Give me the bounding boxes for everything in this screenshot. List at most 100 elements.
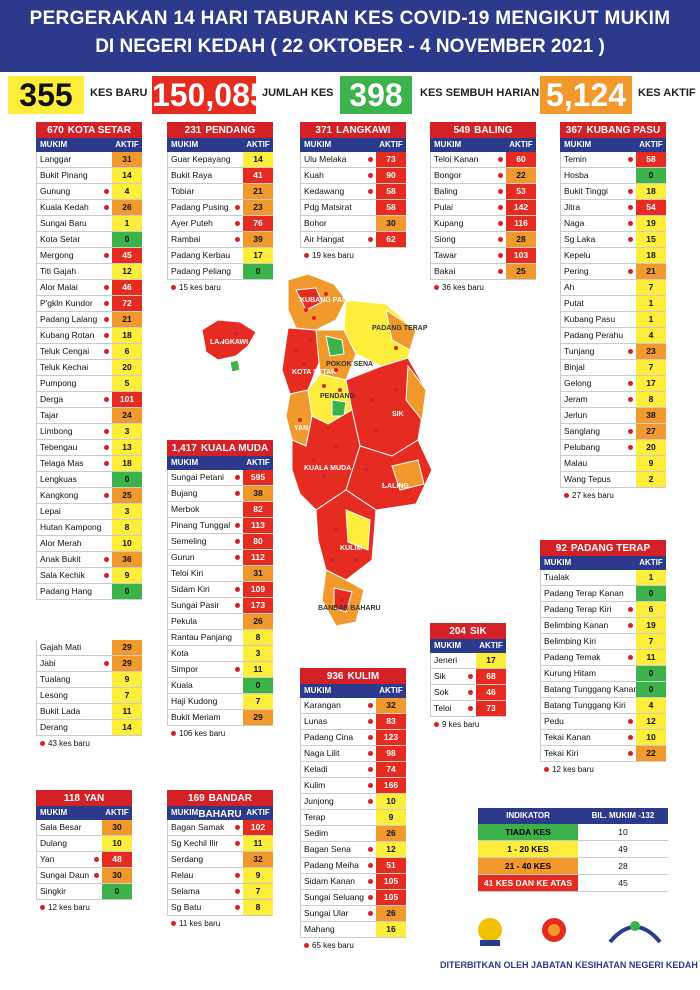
table-row: Relau 9 [167, 868, 273, 884]
map-padang-terap-east [385, 308, 417, 351]
map-label-padang-terap: PADANG TERAP [372, 325, 428, 332]
kedah-map: KUBANG PASU PADANG TERAP LANGKAWI POKOK … [201, 273, 433, 627]
active-count: 105 [376, 874, 406, 889]
column-header-aktif: AKTIF [105, 808, 129, 817]
new-case-dot-icon [368, 719, 373, 724]
new-case-dot-icon [564, 493, 569, 498]
mukim-name: Teluk Kechai [40, 362, 89, 372]
active-count: 4 [636, 328, 666, 343]
new-case-dot-icon [104, 301, 109, 306]
mukim-name: Sg Batu [168, 900, 243, 915]
mukim-name: Tebengau [37, 440, 112, 455]
active-count: 32 [376, 698, 406, 713]
mukim-name: Malau [564, 458, 588, 468]
vaksin-campaign-logo [608, 921, 662, 944]
active-count: 112 [243, 550, 273, 565]
active-count: 83 [376, 714, 406, 729]
active-count: 4 [636, 698, 666, 713]
legend-value: 28 [578, 858, 668, 874]
table-row: Bakai 25 [430, 264, 536, 280]
mukim-name: Ayer Puteh [168, 216, 243, 231]
mukim-name: Jitra [561, 200, 636, 215]
mukim-name: Padang Cina [301, 730, 376, 745]
legend-row: 21 - 40 KES 28 [478, 858, 668, 875]
legend-header-count: BIL. MUKIM -132 [591, 811, 655, 820]
table-row: Alor Malai 46 [36, 280, 142, 296]
mukim-name: Jerlun [564, 410, 588, 420]
mukim-name: Tawar [431, 248, 506, 263]
new-case-dot-icon [368, 751, 373, 756]
active-count: 26 [376, 826, 406, 841]
table-row: Binjal 7 [560, 360, 666, 376]
legend-header: INDIKATOR BIL. MUKIM -132 [478, 808, 668, 824]
column-header-mukim: MUKIM [434, 140, 462, 149]
active-count: 98 [376, 746, 406, 761]
table-row: Sungai Seluang 105 [300, 890, 406, 906]
active-count: 29 [112, 640, 142, 655]
new-case-dot-icon [104, 573, 109, 578]
column-header-mukim: MUKIM [40, 808, 68, 817]
map-sik-orange [405, 364, 427, 422]
mukim-name: Alor Merah [40, 538, 82, 548]
mukim-name: Sungai Daun [37, 868, 102, 883]
active-count: 22 [636, 746, 666, 761]
summary-recovered-value: 398 [340, 76, 412, 114]
active-count: 53 [506, 184, 536, 199]
new-case-dot-icon [171, 731, 176, 736]
table-row: Karangan 32 [300, 698, 406, 714]
column-header-mukim: MUKIM [304, 140, 332, 149]
table-row: Gurun 112 [167, 550, 273, 566]
mukim-name: Karangan [301, 698, 376, 713]
active-count: 0 [636, 168, 666, 183]
map-label-baling: BALING [382, 483, 409, 490]
active-count: 3 [112, 504, 142, 519]
active-count: 26 [112, 200, 142, 215]
new-case-dot-icon [628, 269, 633, 274]
active-count: 21 [243, 184, 273, 199]
new-cases-note: 15 kes baru [167, 283, 273, 292]
active-count: 72 [112, 296, 142, 311]
new-case-dot-icon [104, 349, 109, 354]
active-count: 28 [506, 232, 536, 247]
mukim-name: Titi Gajah [40, 266, 77, 276]
new-case-dot-icon [235, 555, 240, 560]
active-count: 62 [376, 232, 406, 247]
mukim-name: Kuah [301, 168, 376, 183]
district-name: YAN [83, 793, 105, 804]
mukim-name: Bakai [431, 264, 506, 279]
mukim-name: Sg Laka [561, 232, 636, 247]
mukim-name: Kuala [171, 680, 193, 690]
new-case-dot-icon [498, 269, 503, 274]
mukim-name: Limbong [37, 424, 112, 439]
summary-active-value: 5,124 [540, 76, 632, 114]
table-row: Alor Merah 10 [36, 536, 142, 552]
new-cases-text: 36 kes baru [442, 283, 484, 292]
active-count: 11 [243, 662, 273, 677]
active-count: 1 [636, 296, 666, 311]
mukim-name: Guar Kepayang [171, 154, 231, 164]
table-row: Bagan Samak 102 [167, 820, 273, 836]
new-case-dot-icon [235, 841, 240, 846]
mukim-name: Sungai Seluang [301, 890, 376, 905]
column-header: MUKIM AKTIF [167, 138, 273, 152]
active-count: 11 [243, 836, 273, 851]
new-case-dot-icon [544, 767, 549, 772]
new-case-dot-icon [171, 285, 176, 290]
mukim-name: Kedawang [301, 184, 376, 199]
mukim-name: P'gkln Kundor [37, 296, 112, 311]
footer-publisher: DITERBITKAN OLEH JABATAN KESIHATAN NEGER… [440, 960, 698, 970]
active-count: 0 [112, 232, 142, 247]
table-row: Sungai Pasir 173 [167, 598, 273, 614]
table-row: Sala Besar 30 [36, 820, 132, 836]
column-header-aktif: AKTIF [246, 808, 270, 817]
table-row: Limbong 3 [36, 424, 142, 440]
column-header-mukim: MUKIM [171, 140, 199, 149]
column-header: MUKIM AKTIF [430, 138, 536, 152]
active-count: 7 [636, 360, 666, 375]
new-cases-note: 43 kes baru [36, 739, 142, 748]
mukim-name: Rantau Panjang [171, 632, 232, 642]
district-header: 549 BALING [430, 122, 536, 138]
table-row: Tobiar 21 [167, 184, 273, 200]
active-count: 8 [636, 392, 666, 407]
active-count: 7 [243, 884, 273, 899]
